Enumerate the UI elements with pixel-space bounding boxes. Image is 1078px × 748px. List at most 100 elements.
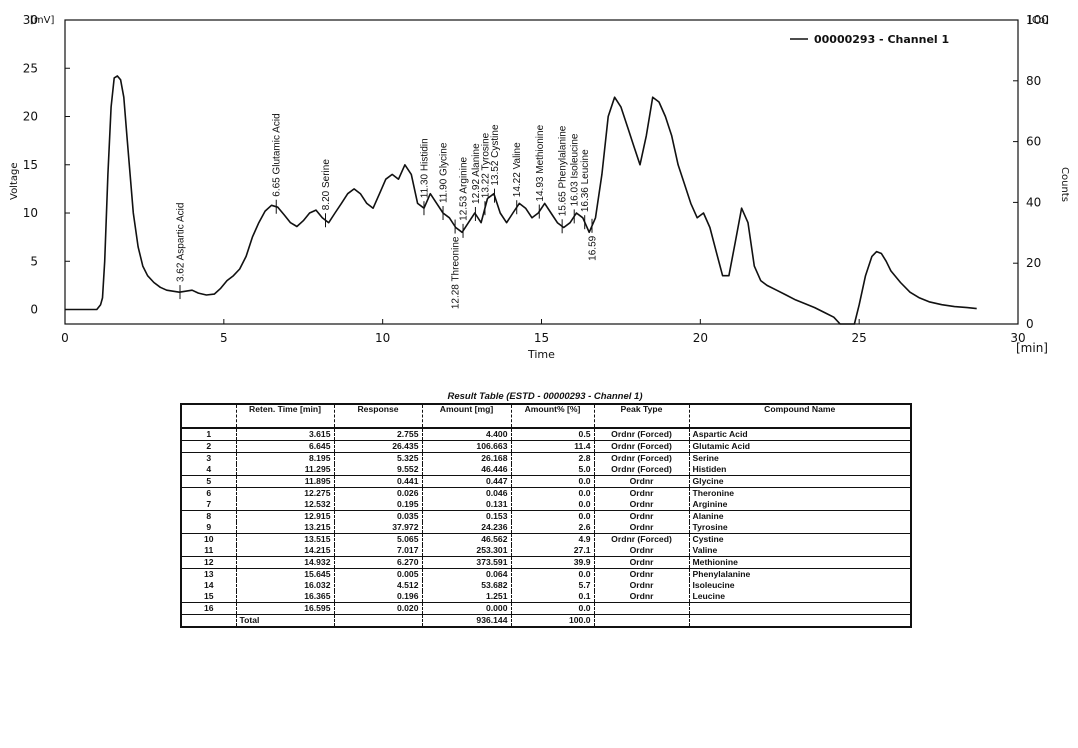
peak-label: 12.28 Threonine (451, 236, 462, 309)
y2-tick-label: 60 (1026, 135, 1041, 149)
y-tick-label: 15 (23, 158, 38, 172)
table-cell-rt: 16.365 (235, 591, 335, 603)
table-cell-type: Ordnr (593, 568, 690, 580)
peak-label: 11.90 Glycine (439, 142, 450, 203)
table-cell-pct: 0.0 (510, 487, 595, 499)
table-cell-type (593, 602, 690, 615)
table-cell-type: Ordnr (593, 510, 690, 522)
table-cell-resp: 0.026 (333, 487, 423, 499)
table-cell-no: 9 (180, 522, 237, 534)
legend-series-label: 00000293 - Channel 1 (814, 33, 949, 46)
table-cell-no: 3 (180, 452, 237, 464)
table-cell-type: Ordnr (Forced) (593, 440, 690, 453)
table-cell-rt: 14.215 (235, 545, 335, 557)
table-row: 7 12.532 0.195 0.131 0.0 Ordnr Arginine (180, 499, 912, 511)
x-tick-label: 10 (375, 331, 390, 345)
table-cell-type: Ordnr (593, 487, 690, 499)
table-cell-rt: 6.645 (235, 440, 335, 453)
table-cell-pct: 2.6 (510, 522, 595, 534)
table-cell-type: Ordnr (Forced) (593, 533, 690, 545)
table-cell-amt: 0.131 (421, 499, 512, 511)
table-cell-pct: 5.0 (510, 464, 595, 476)
table-cell-amt: 53.682 (421, 580, 512, 591)
table-cell-type: Ordnr (593, 556, 690, 569)
peak-label: 8.20 Serine (321, 159, 332, 211)
table-cell-name: Glycine (688, 475, 912, 488)
table-cell-no: 12 (180, 556, 237, 569)
x-tick-label: 15 (534, 331, 549, 345)
table-cell-type: Ordnr (593, 475, 690, 488)
y-axis-unit: [mV] (30, 15, 54, 26)
table-cell-type: Ordnr (593, 580, 690, 591)
table-cell-pct: 27.1 (510, 545, 595, 557)
x-tick-label: 0 (61, 331, 69, 345)
col-header-amount: Amount [mg] (421, 404, 512, 429)
col-header-peak-type: Peak Type (593, 404, 690, 429)
table-cell-no: 2 (180, 440, 237, 453)
result-table-header: Reten. Time [min] Response Amount [mg] A… (180, 404, 912, 429)
y2-tick-label: 20 (1026, 256, 1041, 270)
table-cell-pct: 4.9 (510, 533, 595, 545)
table-cell-resp: 0.195 (333, 499, 423, 511)
table-cell-type: Ordnr (Forced) (593, 464, 690, 476)
result-table-title: Result Table (ESTD - 00000293 - Channel … (447, 391, 643, 402)
table-cell-pct: 5.7 (510, 580, 595, 591)
table-cell-pct: 100.0 (510, 614, 595, 628)
table-cell-amt: 0.064 (421, 568, 512, 580)
table-cell-no: 13 (180, 568, 237, 580)
table-cell-rt: 15.645 (235, 568, 335, 580)
y-axis-label: Voltage (9, 162, 20, 200)
table-row: 14 16.032 4.512 53.682 5.7 Ordnr Isoleucine (180, 580, 912, 591)
table-cell-resp: 0.035 (333, 510, 423, 522)
result-table: Reten. Time [min] Response Amount [mg] A… (180, 403, 912, 628)
result-table-section: Result Table (ESTD - 00000293 - Channel … (180, 391, 912, 628)
table-row: 10 13.515 5.065 46.562 4.9 Ordnr (Forced) Cyst… (180, 533, 912, 545)
peak-label: 3.62 Aspartic Acid (175, 203, 186, 283)
table-row: 13 15.645 0.005 0.064 0.0 Ordnr Phenylalanine (180, 568, 912, 580)
table-cell-name: Theronine (688, 487, 912, 499)
table-cell-resp: 0.020 (333, 602, 423, 615)
table-cell-no: 14 (180, 580, 237, 591)
table-cell-name: Leucine (688, 591, 912, 603)
table-cell-name (688, 614, 912, 628)
table-cell-amt: 1.251 (421, 591, 512, 603)
table-cell-rt: 11.295 (235, 464, 335, 476)
table-cell-type: Ordnr (593, 545, 690, 557)
table-cell-amt: 0.046 (421, 487, 512, 499)
table-cell-amt: 24.236 (421, 522, 512, 534)
table-row: 2 6.645 26.435 106.663 11.4 Ordnr (Forced) Glu… (180, 440, 912, 453)
table-cell-no: 8 (180, 510, 237, 522)
x-axis-label: Time (527, 348, 555, 361)
table-cell-type: Ordnr (Forced) (593, 428, 690, 441)
table-row: 8 12.915 0.035 0.153 0.0 Ordnr Alanine (180, 510, 912, 522)
table-row: 12 14.932 6.270 373.591 39.9 Ordnr Methionine (180, 556, 912, 569)
y-tick-label: 30 (23, 13, 38, 27)
table-cell-name: Aspartic Acid (688, 428, 912, 441)
y2-tick-label: 40 (1026, 195, 1041, 209)
table-row: 4 11.295 9.552 46.446 5.0 Ordnr (Forced) Histi… (180, 464, 912, 476)
table-cell-rt: 16.595 (235, 602, 335, 615)
table-cell-name: Tyrosine (688, 522, 912, 534)
peak-label: 16.59 (588, 235, 599, 260)
table-cell-name: Alanine (688, 510, 912, 522)
table-cell-amt: 253.301 (421, 545, 512, 557)
table-cell-pct: 0.0 (510, 568, 595, 580)
table-cell-amt: 46.562 (421, 533, 512, 545)
table-cell-rt: Total (235, 614, 335, 628)
table-cell-resp: 2.755 (333, 428, 423, 441)
x-tick-label: 30 (1010, 331, 1025, 345)
table-cell-amt: 26.168 (421, 452, 512, 464)
table-cell-resp: 26.435 (333, 440, 423, 453)
table-cell-no: 7 (180, 499, 237, 511)
peak-label: 14.22 Valine (512, 142, 523, 197)
peak-label: 13.22 Tyrosine (480, 132, 491, 198)
table-cell-pct: 0.1 (510, 591, 595, 603)
y-tick-label: 25 (23, 61, 38, 75)
table-cell-no: 5 (180, 475, 237, 488)
table-cell-rt: 11.895 (235, 475, 335, 488)
table-cell-rt: 3.615 (235, 428, 335, 441)
table-cell-amt: 106.663 (421, 440, 512, 453)
table-cell-name: Glutamic Acid (688, 440, 912, 453)
col-header-amount-pct: Amount% [%] (510, 404, 595, 429)
